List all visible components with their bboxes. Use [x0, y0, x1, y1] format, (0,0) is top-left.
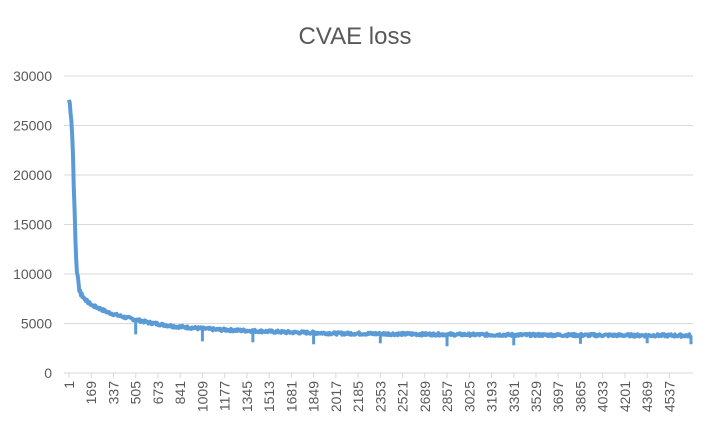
- y-tick-label: 0: [44, 365, 52, 381]
- x-tick-label: 841: [172, 381, 188, 405]
- x-tick-label: 2185: [350, 381, 366, 412]
- x-tick-label: 1681: [283, 381, 299, 412]
- x-tick-label: 2689: [417, 381, 433, 412]
- x-tick-label: 169: [83, 381, 99, 405]
- y-tick-label: 15000: [13, 217, 52, 233]
- y-tick-label: 10000: [13, 266, 52, 282]
- x-tick-label: 3193: [484, 381, 500, 412]
- x-tick-label: 1849: [306, 381, 322, 412]
- chart-title: CVAE loss: [299, 23, 412, 50]
- x-tick-label: 3697: [550, 381, 566, 412]
- x-tick-label: 3361: [506, 381, 522, 412]
- grid-lines: [64, 75, 693, 324]
- x-tick-label: 1177: [217, 381, 233, 411]
- x-tick-label: 1009: [194, 381, 210, 412]
- x-tick-label: 4033: [595, 381, 611, 412]
- x-tick-label: 4537: [661, 381, 677, 412]
- x-tick-label: 1345: [239, 381, 255, 412]
- x-tick-label: 2857: [439, 381, 455, 412]
- plot-area: [67, 99, 693, 347]
- x-tick-label: 4369: [639, 381, 655, 412]
- x-tick-label: 2353: [372, 381, 388, 412]
- x-tick-label: 337: [105, 381, 121, 405]
- y-tick-label: 25000: [13, 118, 52, 134]
- x-tick-label: 3529: [528, 381, 544, 412]
- x-tick-label: 3025: [461, 381, 477, 412]
- x-tick-label: 1513: [261, 381, 277, 412]
- x-tick-label: 673: [150, 381, 166, 405]
- y-tick-label: 30000: [13, 68, 52, 84]
- x-tick-label: 505: [128, 381, 144, 405]
- x-axis-ticks: 1 169 337 505 673 841 1009 1177 1345 1513 1681 1849…: [61, 373, 677, 412]
- x-tick-label: 1: [61, 381, 77, 389]
- y-tick-label: 20000: [13, 167, 52, 183]
- x-tick-label: 3865: [572, 381, 588, 412]
- x-tick-label: 2521: [395, 381, 411, 412]
- x-tick-label: 4201: [617, 381, 633, 412]
- y-tick-label: 5000: [21, 316, 52, 332]
- y-axis-ticks: 0 5000 10000 15000 20000 25000 30000: [13, 68, 52, 381]
- x-tick-label: 2017: [328, 381, 344, 412]
